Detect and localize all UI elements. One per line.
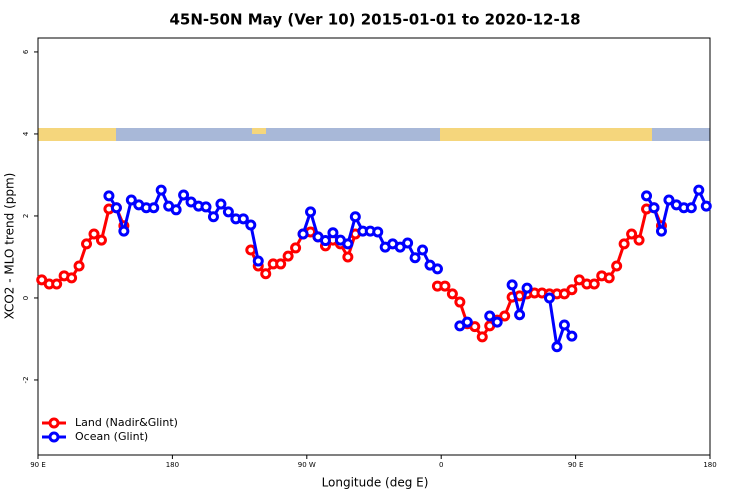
point bbox=[155, 184, 167, 196]
point bbox=[118, 225, 130, 237]
x-tick-label: 180 bbox=[166, 461, 179, 469]
point bbox=[319, 235, 331, 247]
point bbox=[51, 278, 63, 290]
point bbox=[476, 331, 488, 343]
y-axis-label: XCO2 - MLO trend (ppm) bbox=[3, 173, 17, 320]
point bbox=[297, 228, 309, 240]
point bbox=[454, 296, 466, 308]
point bbox=[349, 211, 361, 223]
point bbox=[73, 260, 85, 272]
point bbox=[663, 194, 675, 206]
y-tick-label: 6 bbox=[22, 49, 30, 54]
point bbox=[342, 251, 354, 263]
point bbox=[491, 316, 503, 328]
point bbox=[685, 202, 697, 214]
point bbox=[245, 244, 257, 256]
point bbox=[252, 255, 264, 267]
point bbox=[626, 228, 638, 240]
point bbox=[566, 330, 578, 342]
point bbox=[260, 268, 272, 280]
point bbox=[282, 250, 294, 262]
point bbox=[633, 234, 645, 246]
point bbox=[110, 202, 122, 214]
x-tick-label: 90 W bbox=[298, 461, 316, 469]
point bbox=[342, 238, 354, 250]
point bbox=[372, 226, 384, 238]
point bbox=[558, 319, 570, 331]
point bbox=[655, 225, 667, 237]
x-tick-label: 0 bbox=[439, 461, 443, 469]
point bbox=[327, 227, 339, 239]
legend-marker bbox=[48, 417, 60, 429]
point bbox=[700, 200, 712, 212]
legend-label: Land (Nadir&Glint) bbox=[75, 416, 178, 429]
point bbox=[245, 219, 257, 231]
point bbox=[521, 282, 533, 294]
point bbox=[148, 202, 160, 214]
y-tick-label: 2 bbox=[22, 214, 30, 218]
point bbox=[222, 206, 234, 218]
x-axis-label: Longitude (deg E) bbox=[322, 476, 429, 490]
point bbox=[439, 280, 451, 292]
land-mask-strip bbox=[38, 128, 710, 141]
point bbox=[461, 316, 473, 328]
point bbox=[506, 279, 518, 291]
point bbox=[611, 260, 623, 272]
point bbox=[103, 190, 115, 202]
point bbox=[88, 228, 100, 240]
point bbox=[499, 310, 511, 322]
legend-label: Ocean (Glint) bbox=[75, 430, 148, 443]
point bbox=[566, 284, 578, 296]
point bbox=[290, 242, 302, 254]
point bbox=[693, 184, 705, 196]
point bbox=[618, 238, 630, 250]
point bbox=[484, 310, 496, 322]
point bbox=[237, 213, 249, 225]
plot-frame bbox=[37, 37, 711, 456]
point bbox=[170, 204, 182, 216]
y-tick-label: -2 bbox=[22, 376, 30, 383]
point bbox=[431, 263, 443, 275]
point bbox=[81, 238, 93, 250]
point bbox=[125, 194, 137, 206]
point bbox=[207, 211, 219, 223]
point bbox=[446, 288, 458, 300]
x-tick-label: 180 bbox=[703, 461, 716, 469]
y-tick-label: 0 bbox=[22, 296, 30, 300]
point bbox=[409, 252, 421, 264]
point bbox=[641, 190, 653, 202]
point bbox=[588, 278, 600, 290]
point bbox=[603, 272, 615, 284]
point bbox=[417, 244, 429, 256]
point bbox=[275, 258, 287, 270]
x-tick-label: 90 E bbox=[30, 461, 46, 469]
chart-title: 45N-50N May (Ver 10) 2015-01-01 to 2020-… bbox=[169, 11, 580, 29]
legend-marker bbox=[48, 431, 60, 443]
point bbox=[402, 237, 414, 249]
point bbox=[200, 201, 212, 213]
y-tick-label: 4 bbox=[22, 131, 30, 136]
point bbox=[648, 202, 660, 214]
point bbox=[66, 272, 78, 284]
point bbox=[514, 309, 526, 321]
point bbox=[215, 198, 227, 210]
point bbox=[543, 292, 555, 304]
point bbox=[551, 341, 563, 353]
point bbox=[95, 234, 107, 246]
point bbox=[469, 321, 481, 333]
point bbox=[305, 206, 317, 218]
x-tick-label: 90 E bbox=[568, 461, 584, 469]
point bbox=[178, 189, 190, 201]
